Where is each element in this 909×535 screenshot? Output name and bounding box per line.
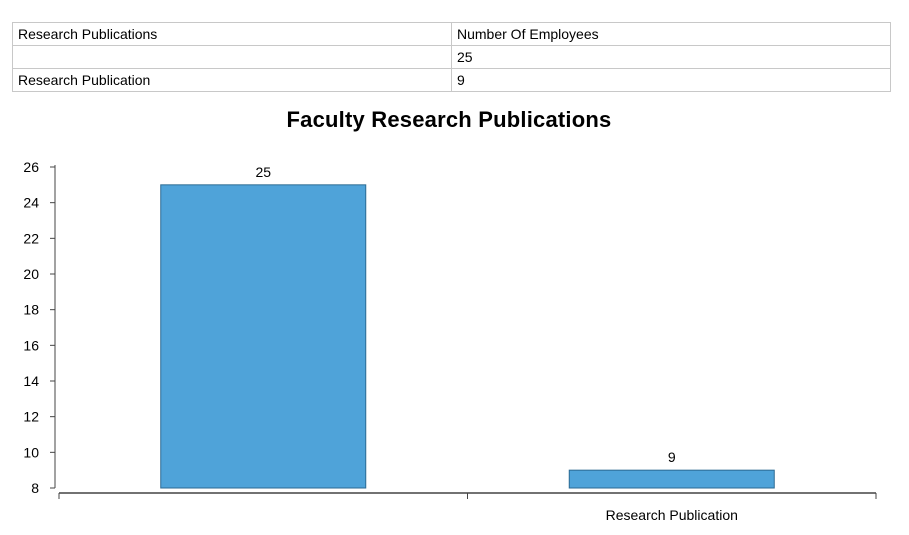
data-table: Research Publications Number Of Employee… xyxy=(12,22,891,92)
table-row: 25 xyxy=(12,45,891,69)
table-cell: 9 xyxy=(451,68,891,92)
y-tick-label: 8 xyxy=(31,480,39,496)
y-tick-label: 24 xyxy=(23,195,39,211)
table-header-row: Research Publications Number Of Employee… xyxy=(12,22,891,46)
y-tick-label: 16 xyxy=(23,337,39,353)
y-tick-label: 12 xyxy=(23,409,39,425)
bar-value-label: 9 xyxy=(668,449,676,465)
y-tick-label: 20 xyxy=(23,266,39,282)
y-tick-label: 18 xyxy=(23,302,39,318)
table-cell: Research Publication xyxy=(12,68,452,92)
x-category-label: Research Publication xyxy=(606,507,738,523)
table-row: Research Publication 9 xyxy=(12,68,891,92)
bar xyxy=(160,184,367,489)
y-tick-label: 26 xyxy=(23,159,39,175)
table-cell: 25 xyxy=(451,45,891,69)
table-header-cell: Number Of Employees xyxy=(451,22,891,46)
x-axis: Research Publication xyxy=(58,492,877,523)
y-tick-label: 22 xyxy=(23,230,39,246)
bars: 25 9 xyxy=(160,164,775,489)
chart-title: Faculty Research Publications xyxy=(286,107,612,132)
y-tick-label: 10 xyxy=(23,444,39,460)
bar-chart: 8 10 12 14 16 18 20 22 24 26 25 9 Research Publica… xyxy=(23,159,877,523)
table-cell xyxy=(12,45,452,69)
bar-value-label: 25 xyxy=(255,164,271,180)
table-header-cell: Research Publications xyxy=(12,22,452,46)
y-tick-label: 14 xyxy=(23,373,39,389)
bar xyxy=(568,469,775,489)
y-axis: 8 10 12 14 16 18 20 22 24 26 xyxy=(23,159,56,496)
